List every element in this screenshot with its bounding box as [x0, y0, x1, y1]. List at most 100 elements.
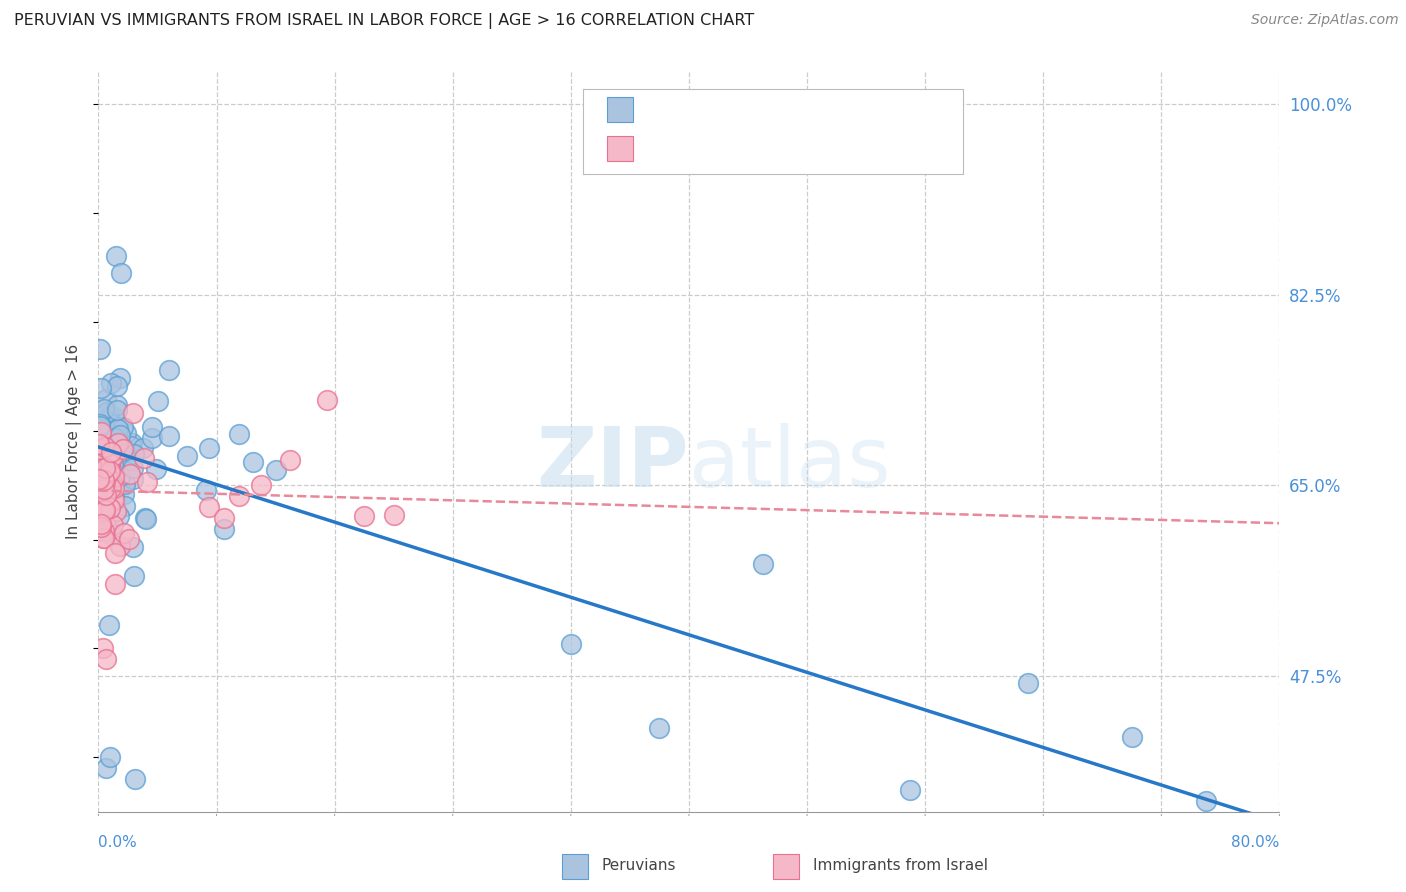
Text: Source: ZipAtlas.com: Source: ZipAtlas.com: [1251, 13, 1399, 28]
Point: [108, 444, 131, 458]
Text: R = -0.500: R = -0.500: [647, 103, 733, 117]
Point: [89, 495, 111, 509]
Point: [114, 499, 136, 513]
Point: [212, 522, 235, 536]
Point: [103, 493, 125, 508]
Point: [105, 249, 128, 264]
Point: [91, 641, 114, 656]
Point: [94, 652, 117, 666]
Point: [100, 453, 122, 467]
Point: [98, 454, 121, 468]
Point: [560, 637, 582, 651]
Point: [111, 440, 134, 454]
Point: [89, 342, 111, 356]
Point: [194, 483, 217, 497]
Point: [98, 465, 121, 479]
Point: [103, 449, 125, 463]
Point: [98, 464, 121, 478]
Point: [135, 475, 157, 490]
Point: [93, 489, 115, 503]
Point: [132, 441, 155, 455]
Point: [91, 472, 114, 486]
Point: [98, 500, 121, 515]
Point: [141, 431, 163, 445]
Point: [115, 426, 138, 441]
Point: [90, 381, 112, 395]
Y-axis label: In Labor Force | Age > 16: In Labor Force | Age > 16: [66, 344, 83, 539]
Point: [97, 409, 120, 423]
Point: [93, 524, 115, 538]
Point: [94, 475, 117, 490]
Point: [103, 467, 125, 482]
Text: N = 87: N = 87: [837, 103, 893, 117]
Point: [91, 467, 114, 481]
Point: [93, 401, 115, 416]
Point: [91, 531, 114, 545]
Point: [100, 527, 122, 541]
Point: [124, 772, 146, 786]
Text: atlas: atlas: [689, 423, 890, 504]
Point: [90, 460, 112, 475]
Point: [104, 431, 127, 445]
Point: [89, 426, 111, 441]
Point: [103, 410, 125, 425]
Point: [121, 454, 143, 468]
Point: [89, 442, 111, 456]
Point: [96, 481, 118, 495]
Point: [118, 467, 141, 481]
Point: [103, 491, 125, 505]
Point: [134, 510, 156, 524]
Point: [176, 449, 198, 463]
Point: [110, 266, 132, 280]
Point: [90, 516, 112, 531]
Text: 80.0%: 80.0%: [1232, 836, 1279, 850]
Point: [228, 426, 250, 441]
Point: [89, 492, 111, 507]
Point: [107, 436, 129, 450]
Point: [98, 750, 121, 764]
Point: [316, 392, 339, 407]
Point: [108, 427, 131, 442]
Point: [94, 503, 117, 517]
Point: [264, 463, 287, 477]
Point: [94, 392, 117, 406]
Point: [157, 429, 180, 443]
Point: [198, 500, 221, 515]
Point: [96, 405, 118, 419]
Point: [124, 448, 146, 462]
Point: [93, 482, 115, 496]
Point: [94, 440, 117, 454]
Point: [101, 491, 124, 505]
Point: [121, 472, 143, 486]
Point: [112, 420, 135, 434]
Point: [900, 783, 922, 797]
Point: [382, 508, 405, 523]
Text: Peruvians: Peruvians: [602, 858, 676, 872]
Point: [145, 462, 167, 476]
Text: Immigrants from Israel: Immigrants from Israel: [813, 858, 987, 872]
Point: [108, 540, 131, 554]
Point: [98, 459, 121, 474]
Point: [105, 403, 128, 417]
Text: R = -0.044: R = -0.044: [647, 140, 733, 154]
Point: [114, 477, 136, 491]
Point: [104, 577, 127, 591]
Point: [112, 525, 135, 540]
Point: [122, 540, 145, 554]
Point: [1121, 730, 1143, 744]
Text: ZIP: ZIP: [537, 423, 689, 504]
Point: [104, 546, 127, 560]
Point: [98, 435, 121, 450]
Point: [212, 511, 235, 525]
Text: PERUVIAN VS IMMIGRANTS FROM ISRAEL IN LABOR FORCE | AGE > 16 CORRELATION CHART: PERUVIAN VS IMMIGRANTS FROM ISRAEL IN LA…: [14, 13, 754, 29]
Point: [198, 441, 221, 455]
Point: [93, 503, 115, 517]
Point: [100, 445, 122, 459]
Point: [135, 511, 157, 525]
Point: [117, 532, 139, 546]
Point: [132, 450, 155, 465]
Point: [108, 468, 131, 483]
Point: [94, 461, 117, 475]
Point: [1195, 794, 1218, 808]
Point: [89, 469, 111, 483]
